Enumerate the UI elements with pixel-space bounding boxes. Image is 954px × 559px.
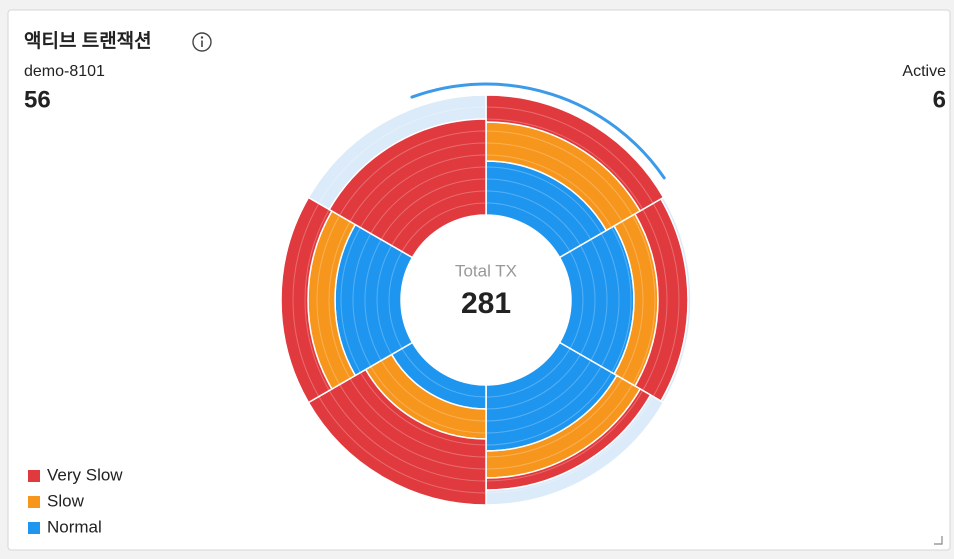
legend-label: Very Slow	[47, 465, 123, 484]
center-hole	[402, 216, 570, 384]
ring	[316, 130, 656, 470]
info-icon[interactable]	[192, 32, 212, 52]
progress-arc	[410, 82, 666, 180]
agent-value: 56	[24, 86, 51, 113]
ring	[292, 106, 680, 494]
info-circle	[192, 32, 212, 52]
ring	[376, 190, 596, 410]
legend-swatch	[28, 470, 40, 482]
legend-label: Normal	[47, 517, 102, 536]
widget-title: 액티브 트랜잭션	[24, 30, 152, 52]
ring	[388, 202, 584, 398]
active-label: Active	[902, 63, 946, 80]
agent-name: demo-8101	[24, 63, 105, 80]
active-value: 6	[933, 86, 946, 113]
radial-chart: Total TX 281	[280, 82, 692, 506]
ring	[352, 166, 620, 434]
ring	[328, 142, 644, 458]
ring	[340, 154, 632, 446]
info-dot	[200, 36, 204, 39]
legend: Very Slow Slow Normal	[28, 465, 123, 536]
legend-label: Slow	[47, 491, 85, 510]
segment	[328, 118, 487, 259]
center-label: Total TX	[455, 261, 517, 280]
legend-swatch	[28, 496, 40, 508]
legend-swatch	[28, 522, 40, 534]
center-value: 281	[461, 287, 511, 320]
ring	[364, 178, 608, 422]
resize-handle[interactable]	[934, 536, 943, 545]
ring	[304, 118, 668, 482]
